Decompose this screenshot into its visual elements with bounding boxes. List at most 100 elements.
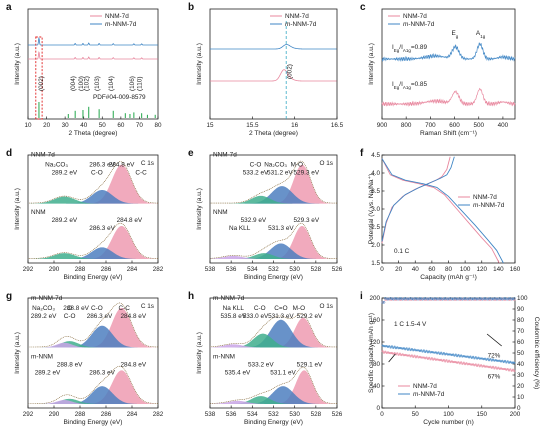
efficiency-point [469, 297, 472, 300]
panel-letter: g [6, 291, 12, 302]
efficiency-point [510, 297, 513, 301]
efficiency-point [437, 297, 440, 301]
capacity-point [437, 351, 440, 354]
capacity-point [422, 349, 425, 352]
band-label-part: E [452, 30, 456, 37]
y-tick-label: 0 [376, 405, 380, 412]
component-peak [28, 325, 158, 348]
y-axis-label: Intensity (a.u.) [196, 332, 203, 374]
x-tick-label: 0 [380, 411, 384, 418]
panel-letter: e [188, 148, 194, 159]
x-tick-label: 800 [401, 122, 412, 129]
y-axis-label: Intensity (a.u.) [196, 43, 203, 85]
xrd-line-m-nnm-7d [28, 37, 158, 46]
x-tick-label: 290 [49, 411, 60, 418]
y-axis-label: Specific capacity (mAh g⁻¹) [368, 313, 375, 393]
component-peak [210, 225, 337, 259]
efficiency-point [390, 297, 394, 301]
peak-label: (106) [129, 76, 136, 91]
x-tick-label: 528 [311, 266, 322, 273]
efficiency-point [454, 297, 458, 300]
peak-annotation: 532.9 eV [241, 217, 267, 224]
sample-label: NNM [213, 209, 228, 216]
efficiency-point [493, 297, 496, 300]
raman-line-nnm-7d [381, 87, 516, 107]
efficiency-point [499, 297, 503, 301]
legend-entry-part: m [473, 202, 479, 209]
efficiency-point [466, 297, 470, 301]
efficiency-point [414, 297, 418, 300]
intensity-ratio-part: A1g [403, 48, 412, 53]
x-tick-label: 700 [425, 122, 436, 129]
peak-annotation: C-O [91, 170, 103, 177]
capacity-point [410, 354, 414, 357]
x-tick-label: 534 [247, 411, 258, 418]
capacity-point [494, 366, 497, 369]
capacity-point [396, 352, 399, 355]
intensity-ratio-part: I [392, 81, 394, 88]
sample-label: m-NNM-7d [31, 295, 63, 302]
y-tick-label: 3.5 [371, 188, 380, 195]
x-tick-label: 532 [268, 411, 279, 418]
efficiency-point [393, 297, 396, 300]
x-tick-label: 536 [226, 266, 237, 273]
component-peak [28, 386, 158, 404]
y2-tick-label: 20 [517, 383, 525, 390]
peak-annotation: 284.8 eV [121, 361, 147, 368]
component-peak [210, 400, 337, 404]
intensity-ratio-part: /I [399, 44, 403, 51]
capacity-point [430, 357, 433, 360]
capacity-point [381, 350, 384, 353]
x-tick-label: 100 [460, 266, 471, 273]
peak-label: (103) [94, 76, 101, 91]
x-tick-label: 15.5 [246, 122, 259, 129]
capacity-point [454, 353, 457, 356]
x-tick-label: 284 [127, 411, 138, 418]
band-label-part: A [476, 30, 481, 37]
x-tick-label: 500 [473, 122, 484, 129]
efficiency-point [385, 297, 388, 300]
component-peak [210, 386, 337, 404]
plot-frame [381, 8, 516, 120]
efficiency-point [425, 297, 428, 301]
capacity-point [472, 355, 475, 358]
peak-annotation: 533.2 eV [243, 170, 269, 177]
peak-label: (102) [84, 76, 91, 91]
efficiency-point [439, 297, 443, 300]
intensity-ratio-part: Eg [394, 48, 400, 53]
y-tick-label: 40 [373, 383, 381, 390]
core-level-label: O 1s [320, 303, 334, 310]
capacity-point [513, 361, 516, 364]
capacity-point [486, 357, 489, 360]
peak-annotation: 284.8 eV [121, 313, 147, 320]
panel-letter: f [360, 148, 364, 159]
component-peak [210, 195, 337, 204]
efficiency-point [465, 297, 468, 301]
core-level-label: O 1s [320, 160, 334, 167]
capacity-point [474, 363, 477, 366]
peak-label: (002) [38, 76, 45, 91]
x-tick-label: 282 [153, 266, 164, 273]
efficiency-point [513, 297, 516, 300]
x-tick-label: 50 [412, 411, 420, 418]
peak-annotation: 535.4 eV [225, 369, 251, 376]
peak-annotation: 286.3 eV [87, 313, 113, 320]
legend-entry-part: NNM-7d [413, 383, 437, 390]
peak-annotation: 286.3 eV [89, 225, 115, 232]
efficiency-point [491, 297, 495, 301]
legend-entry: NNM-7d [105, 13, 129, 20]
x-tick-label: 282 [153, 411, 164, 418]
component-peak [210, 253, 337, 259]
efficiency-point [457, 297, 460, 301]
band-label: A1g [476, 30, 486, 39]
x-tick-label: 284 [127, 266, 138, 273]
envelope-fit [28, 365, 159, 404]
plot-frame [27, 154, 159, 264]
peak-annotation: C-O [254, 305, 266, 312]
efficiency-point [453, 297, 456, 300]
capacity-point [425, 349, 428, 352]
efficiency-point [501, 297, 504, 301]
efficiency-point [446, 297, 450, 301]
efficiency-point [463, 297, 467, 300]
peak-annotation: M-O [291, 162, 303, 169]
